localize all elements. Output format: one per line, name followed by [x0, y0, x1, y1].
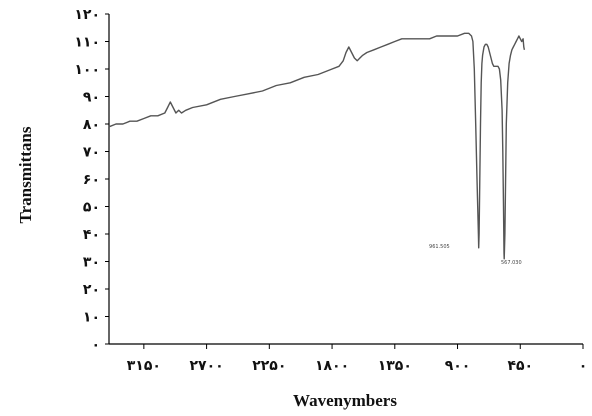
y-axis-label: Transmittans — [16, 126, 35, 223]
y-tick-label: ۶۰ — [83, 172, 100, 188]
x-tick-label: ۱۸۰۰ — [315, 358, 349, 374]
x-axis-ticks: ۳۱۵۰ ۲۷۰۰ ۲۲۵۰ ۱۸۰۰ ۱۳۵۰ ۹۰۰ ۴۵۰ ۰ — [127, 344, 588, 374]
y-tick-label: ۱۲۰ — [74, 7, 100, 23]
series-layer — [108, 32, 526, 260]
x-tick-label: ۲۷۰۰ — [189, 358, 223, 374]
x-tick-label: ۳۱۵۰ — [127, 358, 161, 374]
y-tick-label: ۹۰ — [83, 90, 100, 106]
annotation-layer: 961.505 567.030 — [429, 244, 522, 266]
spectrum-line — [108, 32, 526, 260]
x-tick-label: ۹۰۰ — [445, 358, 471, 374]
y-tick-label: ۰ — [91, 337, 100, 353]
y-tick-label: ۵۰ — [83, 200, 100, 216]
y-tick-label: ۸۰ — [83, 117, 100, 133]
y-tick-label: ۳۰ — [83, 255, 100, 271]
y-tick-label: ۱۰ — [83, 310, 100, 326]
peak-annotation: 567.030 — [501, 260, 522, 266]
y-tick-label: ۷۰ — [83, 145, 100, 161]
y-axis-ticks: ۰ ۱۰ ۲۰ ۳۰ ۴۰ ۵۰ ۶۰ ۷۰ ۸۰ ۹۰ ۱۰۰ ۱۱۰ ۱۲۰ — [74, 7, 109, 353]
x-tick-label: ۴۵۰ — [507, 358, 533, 374]
x-axis-label: Wavenymbers — [293, 391, 397, 410]
y-tick-label: ۱۱۰ — [74, 35, 100, 51]
x-tick-label: ۱۳۵۰ — [378, 358, 412, 374]
x-tick-label: ۰ — [579, 358, 588, 374]
y-tick-label: ۲۰ — [83, 282, 100, 298]
peak-annotation: 961.505 — [429, 244, 450, 250]
y-tick-label: ۱۰۰ — [74, 62, 100, 78]
y-tick-label: ۴۰ — [83, 227, 100, 243]
x-tick-label: ۲۲۵۰ — [252, 358, 286, 374]
